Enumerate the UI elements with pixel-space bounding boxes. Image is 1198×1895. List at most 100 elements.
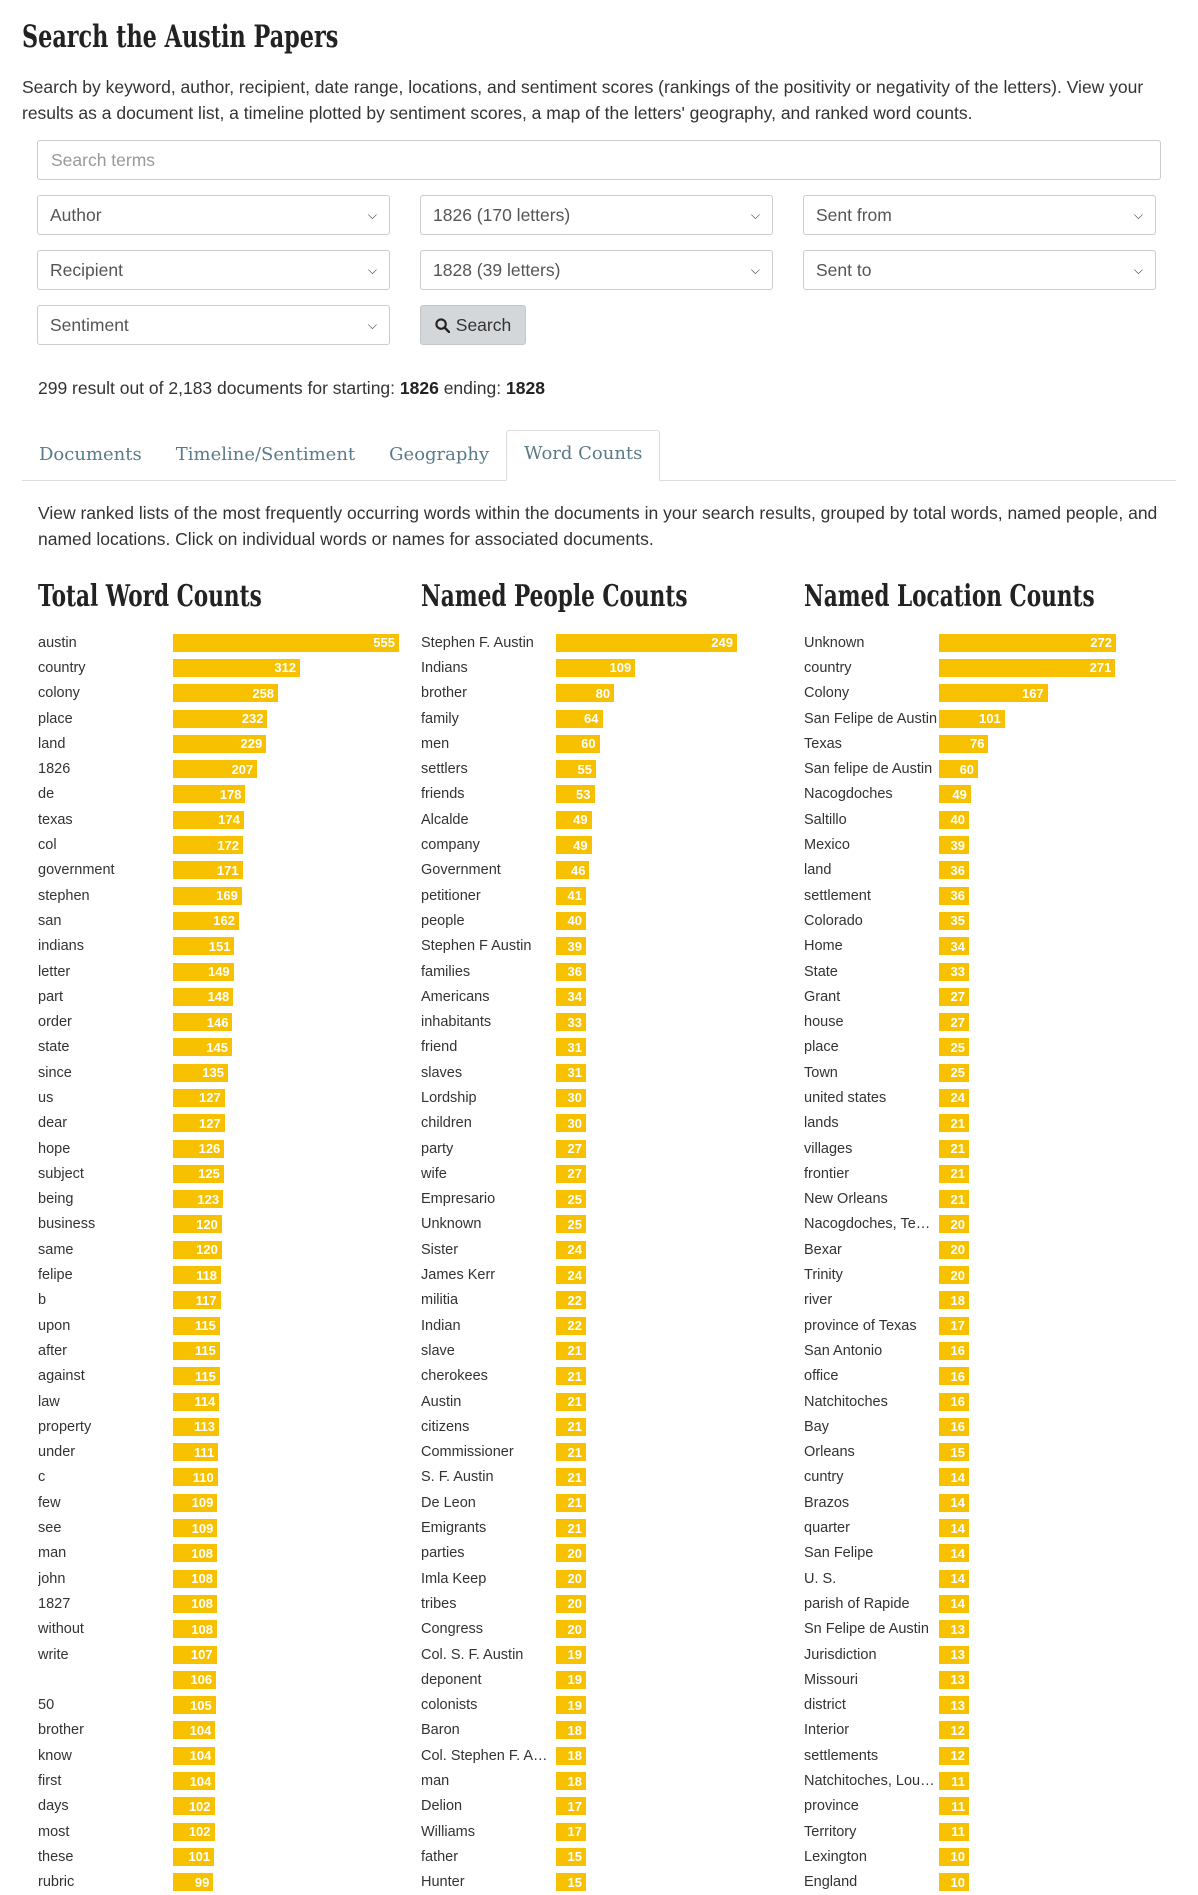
bar-label[interactable]: parties (421, 1545, 465, 1562)
bar-row[interactable]: San Antonio 16 (804, 1338, 1187, 1363)
bar-label[interactable]: place (804, 1039, 839, 1056)
bar-row[interactable]: Bexar 20 (804, 1237, 1187, 1262)
bar[interactable]: 17 (556, 1797, 586, 1816)
bar-row[interactable]: indians 151 (38, 934, 421, 959)
bar[interactable]: 14 (939, 1493, 969, 1512)
bar-row[interactable]: families 36 (421, 959, 804, 984)
bar[interactable]: 207 (173, 760, 258, 779)
bar-row[interactable]: Mexico 39 (804, 832, 1187, 857)
bar-row[interactable]: man 18 (421, 1768, 804, 1793)
bar[interactable]: 49 (556, 810, 592, 829)
bar[interactable]: 11 (939, 1822, 969, 1841)
bar-label[interactable]: company (421, 837, 480, 854)
bar-row[interactable]: Indian 22 (421, 1313, 804, 1338)
bar[interactable]: 14 (939, 1519, 969, 1538)
bar-label[interactable]: Orleans (804, 1444, 855, 1461)
bar-row[interactable]: parish of Rapide 14 (804, 1591, 1187, 1616)
bar[interactable]: 21 (556, 1493, 586, 1512)
bar-row[interactable]: man 108 (38, 1541, 421, 1566)
bar[interactable]: 12 (939, 1746, 969, 1765)
bar-row[interactable]: under 111 (38, 1440, 421, 1465)
bar-label[interactable]: Indian (421, 1317, 461, 1334)
bar-label[interactable]: united states (804, 1089, 887, 1106)
bar-label[interactable]: law (38, 1393, 60, 1410)
bar[interactable]: 31 (556, 1038, 586, 1057)
bar-label[interactable]: cuntry (804, 1469, 844, 1486)
bar[interactable]: 18 (939, 1291, 969, 1310)
bar-row[interactable]: Government 46 (421, 858, 804, 883)
bar-row[interactable]: Stephen F Austin 39 (421, 934, 804, 959)
bar-row[interactable]: Sn Felipe de Austin 13 (804, 1617, 1187, 1642)
bar-label[interactable]: office (804, 1368, 839, 1385)
bar-row[interactable]: Orleans 15 (804, 1440, 1187, 1465)
bar[interactable]: 18 (556, 1746, 586, 1765)
bar[interactable]: 108 (173, 1620, 217, 1639)
bar-label[interactable]: man (421, 1773, 450, 1789)
bar[interactable]: 125 (173, 1164, 224, 1183)
bar-row[interactable]: Lordship 30 (421, 1085, 804, 1110)
bar-label[interactable]: felipe (38, 1267, 73, 1284)
bar-label[interactable]: Natchitoches, Louisiana (804, 1773, 939, 1789)
bar-row[interactable]: first 104 (38, 1768, 421, 1793)
bar-label[interactable]: stephen (38, 887, 90, 904)
bar[interactable]: 21 (556, 1341, 586, 1360)
bar-label[interactable]: Unknown (804, 634, 865, 651)
bar[interactable]: 169 (173, 886, 242, 905)
bar-label[interactable]: Jurisdiction (804, 1646, 877, 1663)
bar-row[interactable]: tribes 20 (421, 1591, 804, 1616)
bar[interactable]: 101 (173, 1847, 215, 1866)
bar[interactable]: 33 (939, 962, 969, 981)
bar-label[interactable]: Sn Felipe de Austin (804, 1621, 929, 1638)
bar[interactable]: 16 (939, 1341, 969, 1360)
bar-row[interactable]: see 109 (38, 1515, 421, 1540)
bar-row[interactable]: Lexington 10 (804, 1844, 1187, 1869)
bar[interactable]: 21 (556, 1468, 586, 1487)
bar[interactable]: 14 (939, 1569, 969, 1588)
bar[interactable]: 27 (939, 1013, 969, 1032)
bar-label[interactable]: Saltillo (804, 811, 847, 828)
bar[interactable]: 12 (939, 1721, 969, 1740)
sentiment-select[interactable]: Sentiment ⌵ (37, 305, 390, 345)
bar[interactable]: 21 (556, 1443, 586, 1462)
bar-row[interactable]: felipe 118 (38, 1262, 421, 1287)
bar-row[interactable]: Americans 34 (421, 984, 804, 1009)
bar[interactable]: 31 (556, 1063, 586, 1082)
bar[interactable]: 16 (939, 1392, 969, 1411)
bar-row[interactable]: land 229 (38, 731, 421, 756)
bar[interactable]: 40 (556, 911, 586, 930)
bar-row[interactable]: office 16 (804, 1364, 1187, 1389)
bar-label[interactable]: Stephen F. Austin (421, 634, 534, 651)
bar-row[interactable]: stephen 169 (38, 883, 421, 908)
bar-row[interactable]: 50 105 (38, 1692, 421, 1717)
bar-label[interactable]: country (38, 659, 86, 676)
bar-row[interactable]: Missouri 13 (804, 1667, 1187, 1692)
bar-row[interactable]: law 114 (38, 1389, 421, 1414)
bar[interactable]: 172 (173, 836, 244, 855)
bar[interactable]: 13 (939, 1620, 969, 1639)
bar-row[interactable]: without 108 (38, 1617, 421, 1642)
bar-label[interactable]: Trinity (804, 1267, 843, 1284)
bar[interactable]: 312 (173, 658, 301, 677)
bar[interactable]: 232 (173, 709, 268, 728)
bar-row[interactable]: slaves 31 (421, 1060, 804, 1085)
bar-label[interactable]: Unknown (421, 1216, 482, 1233)
bar-row[interactable]: wife 27 (421, 1161, 804, 1186)
bar-row[interactable]: country 312 (38, 655, 421, 680)
bar[interactable]: 113 (173, 1417, 219, 1436)
bar-label[interactable]: province (804, 1798, 859, 1815)
bar[interactable]: 10 (939, 1873, 969, 1892)
bar[interactable]: 60 (939, 760, 979, 779)
bar-row[interactable]: c 110 (38, 1465, 421, 1490)
search-button[interactable]: Search (420, 305, 526, 345)
bar-row[interactable]: san 162 (38, 908, 421, 933)
bar-label[interactable]: petitioner (421, 887, 481, 904)
bar[interactable]: 109 (556, 658, 636, 677)
bar-label[interactable]: Hunter (421, 1874, 465, 1891)
bar-row[interactable]: Town 25 (804, 1060, 1187, 1085)
bar[interactable]: 20 (556, 1594, 586, 1613)
bar-label[interactable]: after (38, 1342, 68, 1359)
bar-row[interactable]: place 25 (804, 1035, 1187, 1060)
sent-from-select[interactable]: Sent from ⌵ (803, 195, 1156, 235)
bar-row[interactable]: Commissioner 21 (421, 1440, 804, 1465)
bar-label[interactable]: friends (421, 786, 465, 803)
